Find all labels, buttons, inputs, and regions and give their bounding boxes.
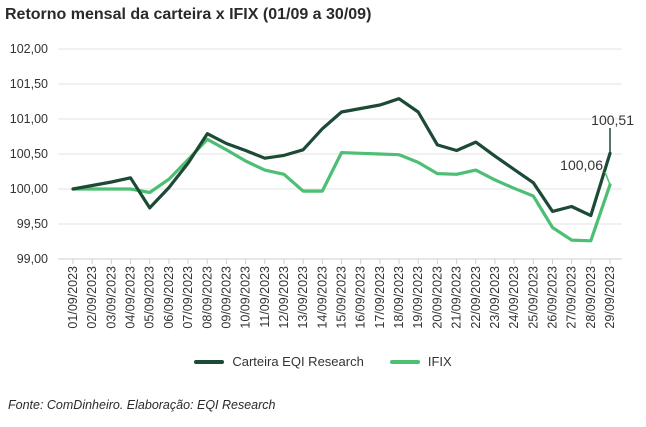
x-tick-label: 19/09/2023 [411, 266, 425, 329]
y-tick-label: 99,00 [17, 252, 48, 266]
x-tick-label: 09/09/2023 [219, 266, 233, 329]
y-axis: 99,00 99,50 100,00 100,50 101,00 101,50 102,00 [10, 42, 48, 266]
x-tick-label: 12/09/2023 [277, 266, 291, 329]
x-tick-label: 13/09/2023 [296, 266, 310, 329]
x-tick-label: 22/09/2023 [469, 266, 483, 329]
y-tick-label: 101,00 [10, 112, 48, 126]
legend-item-ifix[interactable]: IFIX [389, 354, 452, 369]
x-tick-label: 26/09/2023 [545, 266, 559, 329]
chart-title: Retorno mensal da carteira x IFIX (01/09… [5, 6, 372, 23]
y-tick-label: 100,00 [10, 182, 48, 196]
series-line-ifix [71, 137, 612, 243]
x-tick-label: 02/09/2023 [85, 266, 99, 329]
legend-label-carteira: Carteira EQI Research [232, 354, 364, 369]
x-tick-label: 05/09/2023 [143, 266, 157, 329]
legend-swatch-carteira [194, 359, 225, 364]
x-tick-label: 25/09/2023 [526, 266, 540, 329]
y-tick-label: 102,00 [10, 42, 48, 56]
x-tick-label: 24/09/2023 [507, 266, 521, 329]
y-tick-label: 101,50 [10, 77, 48, 91]
x-tick-label: 23/09/2023 [488, 266, 502, 329]
legend-item-carteira[interactable]: Carteira EQI Research [194, 354, 364, 369]
x-tick-label: 15/09/2023 [335, 266, 349, 329]
x-tick-label: 17/09/2023 [373, 266, 387, 329]
x-tick-label: 03/09/2023 [104, 266, 118, 329]
leader-line-ifix [604, 171, 611, 186]
x-tick-label: 10/09/2023 [239, 266, 253, 329]
series-lines [71, 97, 612, 243]
x-tick-label: 16/09/2023 [354, 266, 368, 329]
series-line-carteira [71, 97, 612, 218]
x-tick-label: 04/09/2023 [124, 266, 138, 329]
x-tick-label: 29/09/2023 [603, 266, 617, 329]
x-tick-label: 28/09/2023 [584, 266, 598, 329]
x-tick-label: 20/09/2023 [430, 266, 444, 329]
y-tick-label: 99,50 [17, 217, 48, 231]
x-tick-label: 07/09/2023 [181, 266, 195, 329]
x-tick-label: 08/09/2023 [200, 266, 214, 329]
data-label-carteira-end: 100,51 [591, 112, 634, 128]
x-tick-label: 21/09/2023 [450, 266, 464, 329]
y-tick-label: 100,50 [10, 147, 48, 161]
legend: Carteira EQI Research IFIX [0, 354, 646, 369]
data-label-ifix-end: 100,06 [560, 157, 603, 173]
x-tick-label: 14/09/2023 [315, 266, 329, 329]
x-tick-label: 06/09/2023 [162, 266, 176, 329]
data-labels: 100,51 100,06 [560, 112, 634, 186]
x-tick-label: 18/09/2023 [392, 266, 406, 329]
x-tick-label: 27/09/2023 [565, 266, 579, 329]
source-note: Fonte: ComDinheiro. Elaboração: EQI Rese… [8, 398, 276, 412]
legend-label-ifix: IFIX [427, 354, 452, 369]
legend-swatch-ifix [389, 359, 420, 364]
x-axis: 01/09/2023 02/09/2023 03/09/2023 04/09/2023… [58, 258, 622, 329]
x-tick-label: 01/09/2023 [66, 266, 80, 329]
x-tick-label: 11/09/2023 [258, 266, 272, 328]
